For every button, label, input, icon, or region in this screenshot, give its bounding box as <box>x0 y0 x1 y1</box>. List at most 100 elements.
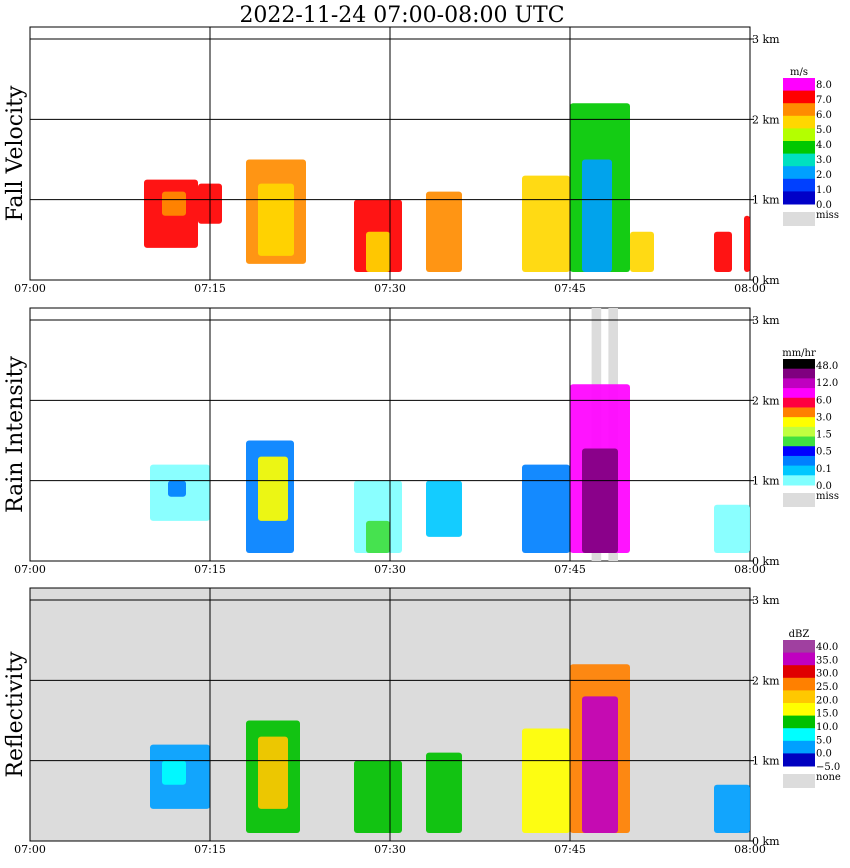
legend-swatch <box>783 640 815 654</box>
legend-swatch <box>783 78 815 92</box>
y-axis-title: Reflectivity <box>3 651 28 778</box>
legend-swatch <box>783 397 815 408</box>
legend-label: 0.5 <box>816 447 832 458</box>
legend-swatch <box>783 103 815 117</box>
legend-swatch <box>783 191 815 205</box>
heatmap-cell <box>258 456 288 521</box>
x-tick-label: 07:00 <box>14 563 46 576</box>
heatmap-cell <box>522 175 570 272</box>
legend-swatch <box>783 728 815 742</box>
legend-miss-label: miss <box>816 210 839 221</box>
panel-1: 07:00 07:15 07:30 07:45 08:000 km 1 km 2 km 3 k… <box>3 307 839 576</box>
x-tick-label: 07:45 <box>554 843 586 856</box>
heatmap-cell <box>426 752 462 833</box>
heatmap-cell <box>630 231 654 272</box>
heatmap-cell <box>354 760 402 833</box>
legend-label: −5.0 <box>816 762 840 773</box>
legend-swatch <box>783 178 815 192</box>
x-tick-label: 07:30 <box>374 282 406 295</box>
heatmap-cell <box>162 760 186 785</box>
legend-miss-label: none <box>816 772 841 783</box>
legend-unit: mm/hr <box>782 348 816 359</box>
x-tick-label: 07:30 <box>374 843 406 856</box>
figure-title: 2022-11-24 07:00-08:00 UTC <box>239 3 564 28</box>
legend-swatch <box>783 465 815 476</box>
legend-swatch <box>783 715 815 729</box>
legend-swatch <box>783 690 815 704</box>
x-tick-label: 08:00 <box>734 843 766 856</box>
heatmap-cell <box>714 784 750 833</box>
legend-miss-swatch <box>783 212 815 226</box>
legend-label: 7.0 <box>816 95 832 106</box>
panel-0: 07:00 07:15 07:30 07:45 08:000 km 1 km 2 km 3 k… <box>3 26 839 295</box>
legend-label: 0.0 <box>816 481 832 492</box>
legend-swatch <box>783 388 815 399</box>
y-tick-label: 1 km <box>752 194 780 207</box>
legend-swatch <box>783 426 815 438</box>
y-tick-label: 3 km <box>752 314 780 327</box>
y-tick-label: 1 km <box>752 475 780 488</box>
legend-swatch <box>783 740 815 754</box>
legend-swatch <box>783 407 815 418</box>
legend-swatch <box>783 436 815 447</box>
y-tick-label: 3 km <box>752 33 780 46</box>
y-tick-label: 2 km <box>752 113 780 126</box>
heatmap-cell <box>522 728 570 833</box>
legend-label: 3.0 <box>816 412 832 423</box>
legend-swatch <box>783 378 815 389</box>
legend-label: 5.0 <box>816 735 832 746</box>
legend-miss-swatch <box>783 493 815 507</box>
legend-miss-swatch <box>783 774 815 788</box>
legend-swatch <box>783 665 815 679</box>
legend-label: 3.0 <box>816 155 832 166</box>
legend-label: 12.0 <box>816 378 838 389</box>
legend-label: 4.0 <box>816 140 832 151</box>
legend-label: 0.0 <box>816 200 832 211</box>
legend-label: 30.0 <box>816 669 838 680</box>
legend-swatch <box>783 359 815 370</box>
heatmap-cell <box>744 215 750 272</box>
legend-swatch <box>783 90 815 104</box>
heatmap-cell <box>258 736 288 809</box>
x-tick-label: 07:15 <box>194 843 226 856</box>
x-tick-label: 08:00 <box>734 282 766 295</box>
legend-swatch <box>783 652 815 666</box>
legend-label: 6.0 <box>816 110 832 121</box>
heatmap-cell <box>258 183 294 256</box>
heatmap-cell <box>714 504 750 553</box>
legend-label: 35.0 <box>816 655 838 666</box>
y-tick-label: 2 km <box>752 394 780 407</box>
legend-swatch <box>783 166 815 180</box>
heatmap-cell <box>582 159 612 272</box>
legend-label: 8.0 <box>816 80 832 91</box>
y-tick-label: 0 km <box>752 274 780 287</box>
legend-swatch <box>783 153 815 167</box>
legend-swatch <box>783 455 815 467</box>
legend-label: 10.0 <box>816 722 838 733</box>
heatmap-cell <box>366 231 390 272</box>
legend-swatch <box>783 368 815 379</box>
legend-label: 5.0 <box>816 125 832 136</box>
legend-label: 0.1 <box>816 464 832 475</box>
legend-unit: dBZ <box>789 629 810 640</box>
legend-label: 6.0 <box>816 395 832 406</box>
heatmap-cell <box>426 191 462 272</box>
legend-swatch <box>783 417 815 428</box>
legend-swatch <box>783 703 815 717</box>
y-tick-label: 0 km <box>752 835 780 848</box>
heatmap-cell <box>168 480 186 497</box>
legend-label: 15.0 <box>816 709 838 720</box>
y-axis-title: Rain Intensity <box>3 355 28 512</box>
legend-miss-label: miss <box>816 491 839 502</box>
legend-swatch <box>783 677 815 691</box>
legend-label: 1.5 <box>816 430 832 441</box>
heatmap-cell <box>162 191 186 216</box>
legend-swatch <box>783 475 815 486</box>
y-tick-label: 0 km <box>752 555 780 568</box>
panel-2: 07:00 07:15 07:30 07:45 08:000 km 1 km 2 km 3 k… <box>3 587 841 856</box>
legend-label: 48.0 <box>816 361 838 372</box>
x-tick-label: 07:30 <box>374 563 406 576</box>
legend-swatch <box>783 753 815 767</box>
heatmap-cell <box>582 696 618 833</box>
x-tick-label: 07:45 <box>554 563 586 576</box>
